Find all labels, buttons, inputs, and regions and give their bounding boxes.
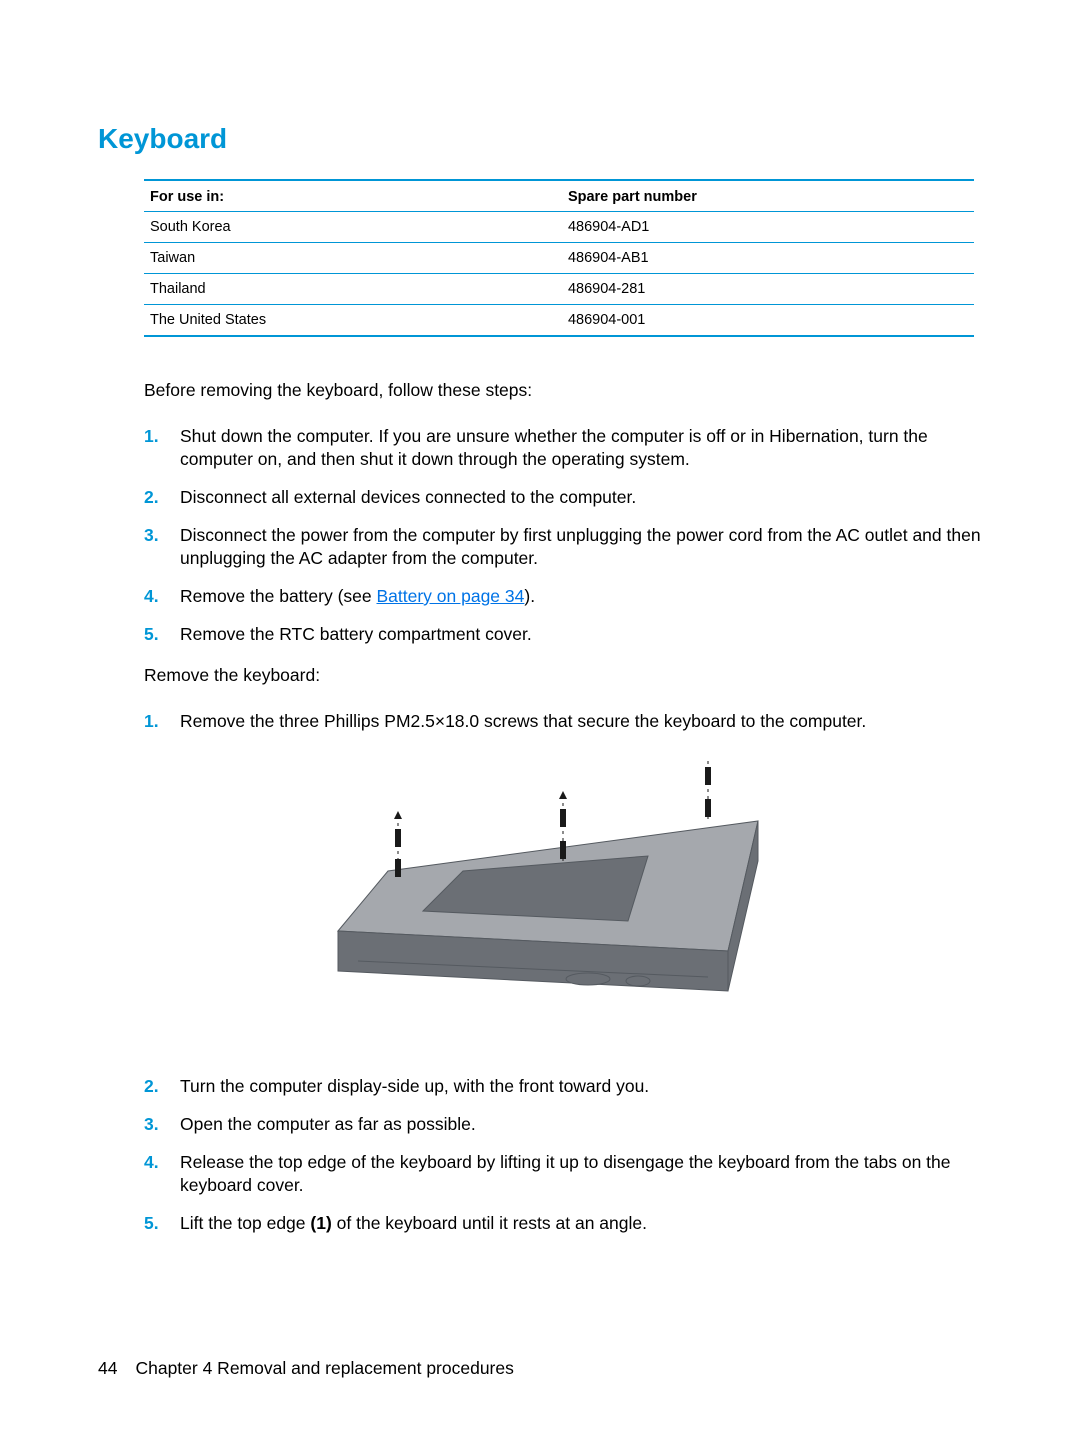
table-row: Thailand 486904-281 (144, 274, 974, 305)
table-cell: The United States (144, 305, 562, 337)
list-item: Remove the three Phillips PM2.5×18.0 scr… (144, 710, 982, 734)
section-title: Keyboard (98, 123, 982, 155)
list-item: Disconnect all external devices connecte… (144, 486, 982, 510)
list-item: Shut down the computer. If you are unsur… (144, 425, 982, 472)
spare-parts-table: For use in: Spare part number South Kore… (144, 179, 974, 337)
remove-steps-list: Remove the three Phillips PM2.5×18.0 scr… (144, 710, 982, 734)
document-page: Keyboard For use in: Spare part number S… (0, 0, 1080, 1437)
table-cell: 486904-AB1 (562, 243, 974, 274)
table-header: For use in: (144, 180, 562, 212)
screw-indicator-3 (704, 761, 712, 819)
port-detail (626, 976, 650, 986)
step-text: ). (524, 586, 535, 606)
step-text: of the keyboard until it rests at an ang… (332, 1213, 647, 1233)
table-cell: South Korea (144, 212, 562, 243)
laptop-bottom-diagram (288, 761, 778, 1041)
list-item: Turn the computer display-side up, with … (144, 1075, 982, 1099)
port-detail (566, 973, 610, 985)
diagram-svg (288, 761, 778, 1041)
step-text: Lift the top edge (180, 1213, 310, 1233)
chapter-title: Chapter 4 Removal and replacement proced… (135, 1358, 513, 1378)
list-item: Disconnect the power from the computer b… (144, 524, 982, 571)
mid-text: Remove the keyboard: (144, 664, 982, 688)
table-cell: Taiwan (144, 243, 562, 274)
table-cell: 486904-001 (562, 305, 974, 337)
list-item: Remove the RTC battery compartment cover… (144, 623, 982, 647)
list-item: Lift the top edge (1) of the keyboard un… (144, 1212, 982, 1236)
table-cell: 486904-281 (562, 274, 974, 305)
callout-number: (1) (310, 1213, 331, 1233)
list-item: Release the top edge of the keyboard by … (144, 1151, 982, 1198)
prep-steps-list: Shut down the computer. If you are unsur… (144, 425, 982, 646)
table-header-row: For use in: Spare part number (144, 180, 974, 212)
screw-indicator-2 (559, 791, 567, 861)
battery-link[interactable]: Battery on page 34 (376, 586, 524, 606)
table-row: Taiwan 486904-AB1 (144, 243, 974, 274)
table-cell: Thailand (144, 274, 562, 305)
table-header: Spare part number (562, 180, 974, 212)
step-text: Remove the battery (see (180, 586, 376, 606)
table-row: South Korea 486904-AD1 (144, 212, 974, 243)
remove-steps-list-cont: Turn the computer display-side up, with … (144, 1075, 982, 1235)
table-row: The United States 486904-001 (144, 305, 974, 337)
intro-text: Before removing the keyboard, follow the… (144, 379, 982, 403)
table-cell: 486904-AD1 (562, 212, 974, 243)
page-number: 44 (98, 1358, 117, 1378)
list-item: Open the computer as far as possible. (144, 1113, 982, 1137)
list-item: Remove the battery (see Battery on page … (144, 585, 982, 609)
page-footer: 44 Chapter 4 Removal and replacement proc… (98, 1358, 514, 1379)
screw-indicator-1 (394, 811, 402, 879)
